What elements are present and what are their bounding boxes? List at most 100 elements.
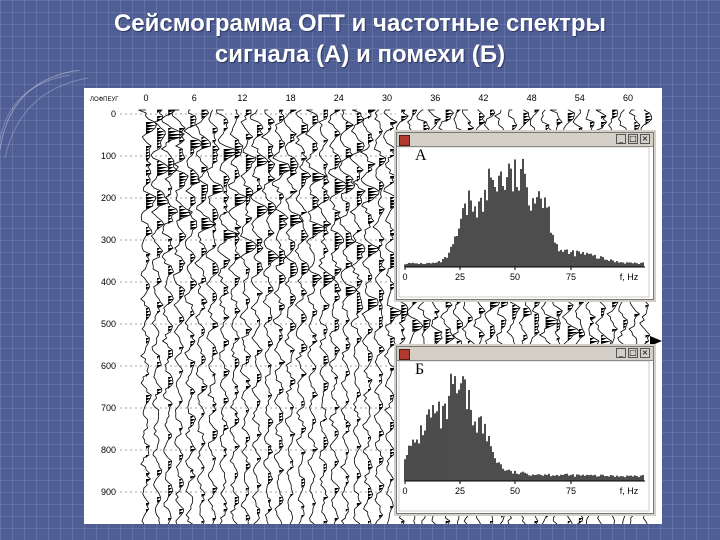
- seismic-trace: [215, 109, 241, 524]
- seismic-trace-fill: [179, 128, 193, 515]
- spectrum-tick-label: 25: [455, 272, 465, 282]
- seismic-trace-fill: [534, 110, 548, 524]
- seismogram-figure: ЛОФПЕУГ 0 6 12 18 24 30 36 42 48 54 60 0 100 200 300 400…: [84, 88, 662, 524]
- seismic-trace-fill: [379, 131, 386, 518]
- seismic-trace: [327, 109, 349, 524]
- seismic-trace: [349, 109, 366, 524]
- spectrum-tick-label: 25: [455, 486, 465, 496]
- seismic-trace: [160, 109, 185, 524]
- spectrum-plot: 0 25 50 75 f, Hz: [398, 361, 650, 512]
- spectrum-tick-label: 75: [566, 486, 576, 496]
- x-tick-label: 36: [430, 93, 440, 103]
- seismic-trace-fill: [146, 122, 157, 512]
- seismic-trace-fill: [190, 116, 202, 479]
- slide-title: Сейсмограмма ОГТ и частотные спектры сиг…: [0, 8, 720, 70]
- x-tick-label: 54: [575, 93, 585, 103]
- spectrum-window-b[interactable]: _ □ × Б 0 25 50 75 f, Hz: [396, 346, 654, 514]
- seismic-trace: [372, 109, 387, 524]
- seismic-trace-fill: [368, 110, 380, 524]
- y-tick-label: 500: [101, 319, 116, 329]
- seismic-trace-fill: [401, 110, 411, 524]
- spectrum-frame: [398, 361, 650, 512]
- seismic-trace: [194, 109, 217, 524]
- seismic-trace: [260, 109, 280, 524]
- seismic-trace-fill: [245, 110, 257, 521]
- x-tick-label: 48: [527, 93, 537, 103]
- seismic-trace-fill: [257, 125, 269, 515]
- maximize-button[interactable]: □: [628, 348, 638, 358]
- arrow-marker: [650, 336, 662, 346]
- seismic-trace-fill: [612, 110, 623, 494]
- x-tick-label: 0: [143, 93, 148, 103]
- seismic-trace-fill: [212, 128, 224, 521]
- seismic-trace: [338, 109, 358, 524]
- seismic-trace-fill: [168, 110, 185, 521]
- seismic-trace: [138, 109, 157, 524]
- x-tick-label: 60: [623, 93, 633, 103]
- seismic-trace-fill: [356, 113, 366, 524]
- spectrum-plot: 0 25 50 75 f, Hz: [398, 147, 650, 298]
- seismic-trace-fill: [501, 131, 511, 518]
- slide-title-line-1: Сейсмограмма ОГТ и частотные спектры: [113, 10, 607, 37]
- seismic-trace-fill: [601, 116, 612, 506]
- y-tick-label: 700: [101, 403, 116, 413]
- x-tick-label: 30: [382, 93, 392, 103]
- spectrum-tick-label: 0: [402, 486, 407, 496]
- x-tick-label: 18: [286, 93, 296, 103]
- seismic-trace-fill: [201, 110, 216, 524]
- seismic-trace: [250, 109, 269, 524]
- corner-decoration: [0, 70, 89, 159]
- x-tick-label: 24: [334, 93, 344, 103]
- x-tick-label: 12: [237, 93, 247, 103]
- spectrum-tick-label: 0: [402, 272, 407, 282]
- window-titlebar[interactable]: _ □ ×: [397, 347, 653, 361]
- y-tick-label: 400: [101, 277, 116, 287]
- seismic-trace-fill: [223, 119, 240, 512]
- seismic-trace: [294, 109, 312, 524]
- window-titlebar[interactable]: _ □ ×: [397, 133, 653, 147]
- maximize-button[interactable]: □: [628, 134, 638, 144]
- app-icon: [399, 349, 410, 360]
- minimize-button[interactable]: _: [616, 134, 626, 144]
- y-tick-label: 600: [101, 361, 116, 371]
- spectrum-label: Б: [415, 361, 425, 378]
- seismic-trace: [150, 109, 170, 524]
- seismic-trace: [283, 109, 304, 524]
- app-icon: [399, 135, 410, 146]
- y-tick-label: 0: [111, 109, 116, 119]
- y-tick-label: 100: [101, 151, 116, 161]
- y-tick-label: 300: [101, 235, 116, 245]
- spectrum-tick-label: 75: [566, 272, 576, 282]
- axis-corner-label: ЛОФПЕУГ: [90, 97, 119, 103]
- spectrum-unit-label: f, Hz: [620, 272, 639, 282]
- y-tick-label: 200: [101, 193, 116, 203]
- seismic-trace-fill: [301, 125, 311, 518]
- seismic-trace-fill: [334, 110, 348, 521]
- seismic-trace-fill: [234, 116, 247, 506]
- close-button[interactable]: ×: [640, 348, 650, 358]
- seismic-trace: [205, 109, 224, 524]
- seismic-trace: [227, 109, 248, 524]
- minimize-button[interactable]: _: [616, 348, 626, 358]
- y-tick-label: 900: [101, 487, 116, 497]
- seismic-trace-fill: [312, 116, 326, 506]
- x-tick-label: 6: [192, 93, 197, 103]
- y-tick-label: 800: [101, 445, 116, 455]
- seismic-trace: [171, 109, 193, 524]
- seismic-trace-fill: [545, 125, 558, 518]
- close-button[interactable]: ×: [640, 134, 650, 144]
- spectrum-tick-label: 50: [510, 272, 520, 282]
- spectrum-tick-label: 50: [510, 486, 520, 496]
- spectrum-window-a[interactable]: _ □ × А 0 25 50 75 f, Hz: [396, 132, 654, 300]
- seismic-trace-fill: [390, 122, 402, 509]
- spectrum-unit-label: f, Hz: [620, 486, 639, 496]
- slide-title-line-2: сигнала (А) и помехи (Б): [214, 41, 506, 68]
- spectrum-frame: [398, 147, 650, 298]
- seismic-trace: [239, 109, 257, 524]
- seismic-trace: [183, 109, 203, 524]
- seismic-trace: [271, 109, 291, 524]
- seismic-trace: [304, 109, 327, 524]
- x-tick-label: 42: [478, 93, 488, 103]
- seismic-trace: [359, 109, 380, 524]
- seismic-trace-fill: [556, 119, 568, 509]
